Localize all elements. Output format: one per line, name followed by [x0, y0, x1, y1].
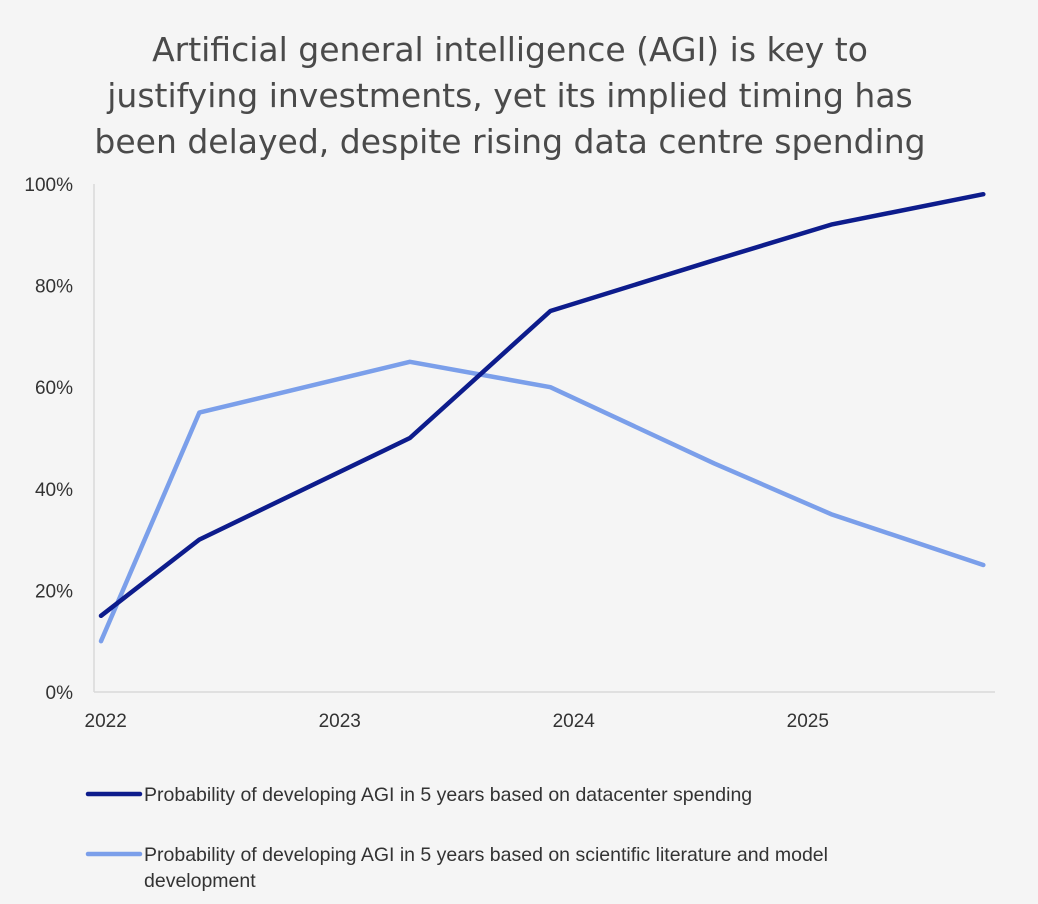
chart-title-line-3: been delayed, despite rising data centre…	[94, 122, 925, 161]
legend-label-1: Probability of developing AGI in 5 years…	[144, 784, 752, 806]
y-tick-label: 0%	[46, 683, 74, 704]
chart-title: Artificial general intelligence (AGI) is…	[94, 30, 925, 161]
legend-label-2: Probability of developing AGI in 5 years…	[144, 844, 828, 866]
x-tick-label: 2024	[553, 711, 596, 732]
legend-label-2: development	[144, 870, 256, 892]
x-tick-label: 2022	[85, 711, 127, 732]
series-line-2	[98, 359, 986, 644]
series-lines	[98, 191, 986, 644]
x-axis-tick-labels: 2022 2023 2024 2025	[85, 711, 829, 732]
y-tick-label: 60%	[35, 378, 73, 399]
legend: Probability of developing AGI in 5 years…	[85, 784, 828, 892]
axes	[93, 184, 995, 693]
chart-title-line-1: Artificial general intelligence (AGI) is…	[152, 30, 868, 69]
y-tick-label: 20%	[35, 581, 73, 602]
y-tick-label: 40%	[35, 480, 73, 501]
y-tick-label: 80%	[35, 277, 73, 298]
chart-title-line-2: justifying investments, yet its implied …	[106, 76, 913, 115]
x-tick-label: 2025	[787, 711, 829, 732]
y-tick-label: 100%	[24, 175, 73, 196]
x-tick-label: 2023	[319, 711, 361, 732]
series-line-1	[98, 191, 986, 619]
y-axis-tick-labels: 0% 20% 40% 60% 80% 100%	[24, 175, 73, 704]
